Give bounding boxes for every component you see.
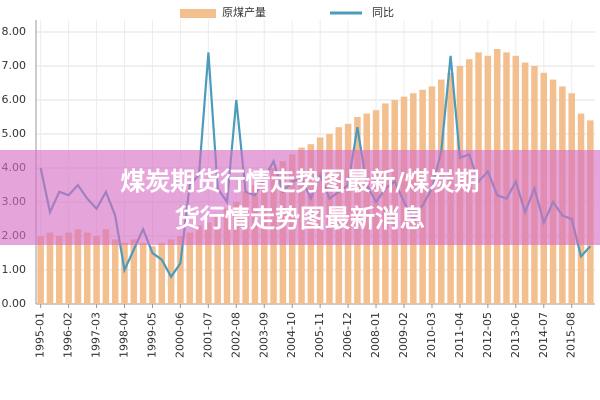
y-tick-label: 5.00: [2, 127, 27, 140]
y-tick-label: 8.00: [2, 25, 27, 38]
overlay-band: [0, 150, 600, 245]
bar: [65, 232, 72, 304]
x-tick-label: 2015-08: [565, 312, 578, 358]
x-tick-label: 2003-09: [257, 312, 270, 358]
x-tick-label: 2005-11: [313, 312, 326, 358]
bar: [149, 246, 156, 304]
x-tick-label: 2014-07: [537, 312, 550, 358]
legend-label: 原煤产量: [222, 5, 266, 19]
bar: [186, 232, 193, 304]
bar: [102, 229, 110, 304]
x-tick-label: 2004-10: [285, 312, 298, 358]
x-tick-label: 2011-04: [453, 312, 466, 358]
legend-swatch: [180, 9, 216, 18]
bar: [74, 229, 82, 304]
x-tick-label: 2008-01: [369, 312, 382, 358]
bar: [223, 208, 231, 304]
legend-label: 同比: [372, 6, 394, 19]
bar: [242, 191, 249, 304]
bar: [195, 225, 203, 304]
bar: [233, 202, 240, 304]
x-tick-label: 2002-08: [229, 312, 242, 358]
x-tick-label: 2001-07: [201, 312, 214, 358]
bar: [214, 215, 221, 304]
bar: [167, 239, 175, 304]
y-tick-label: 7.00: [2, 59, 27, 72]
x-tick-label: 2006-12: [341, 312, 354, 358]
bar: [93, 236, 100, 304]
bar: [46, 232, 54, 304]
overlay-title: 货行情走势图最新消息: [175, 204, 425, 233]
x-tick-label: 2013-06: [509, 312, 522, 358]
x-tick-label: 1999-05: [145, 312, 158, 358]
overlay-title: 煤炭期货行情走势图最新/煤炭期: [120, 167, 479, 196]
bar: [158, 242, 166, 304]
bar: [177, 236, 184, 304]
bar: [83, 232, 91, 304]
bar: [111, 239, 119, 304]
bar: [37, 236, 44, 304]
bar: [56, 236, 63, 304]
y-tick-label: 0.00: [2, 297, 27, 310]
x-tick-label: 1995-01: [34, 312, 47, 358]
y-tick-label: 6.00: [2, 93, 27, 106]
x-tick-label: 1997-03: [90, 312, 103, 358]
x-tick-label: 2010-03: [425, 312, 438, 358]
y-tick-label: 1.00: [2, 263, 27, 276]
bar: [205, 222, 212, 304]
x-tick-label: 2000-06: [173, 312, 186, 358]
x-tick-label: 1996-02: [62, 312, 75, 358]
bar: [130, 239, 138, 304]
bar: [139, 242, 147, 304]
x-tick-label: 2012-05: [481, 312, 494, 358]
bar: [121, 242, 128, 304]
x-tick-label: 2009-02: [397, 312, 410, 358]
x-tick-label: 1998-04: [118, 312, 131, 358]
